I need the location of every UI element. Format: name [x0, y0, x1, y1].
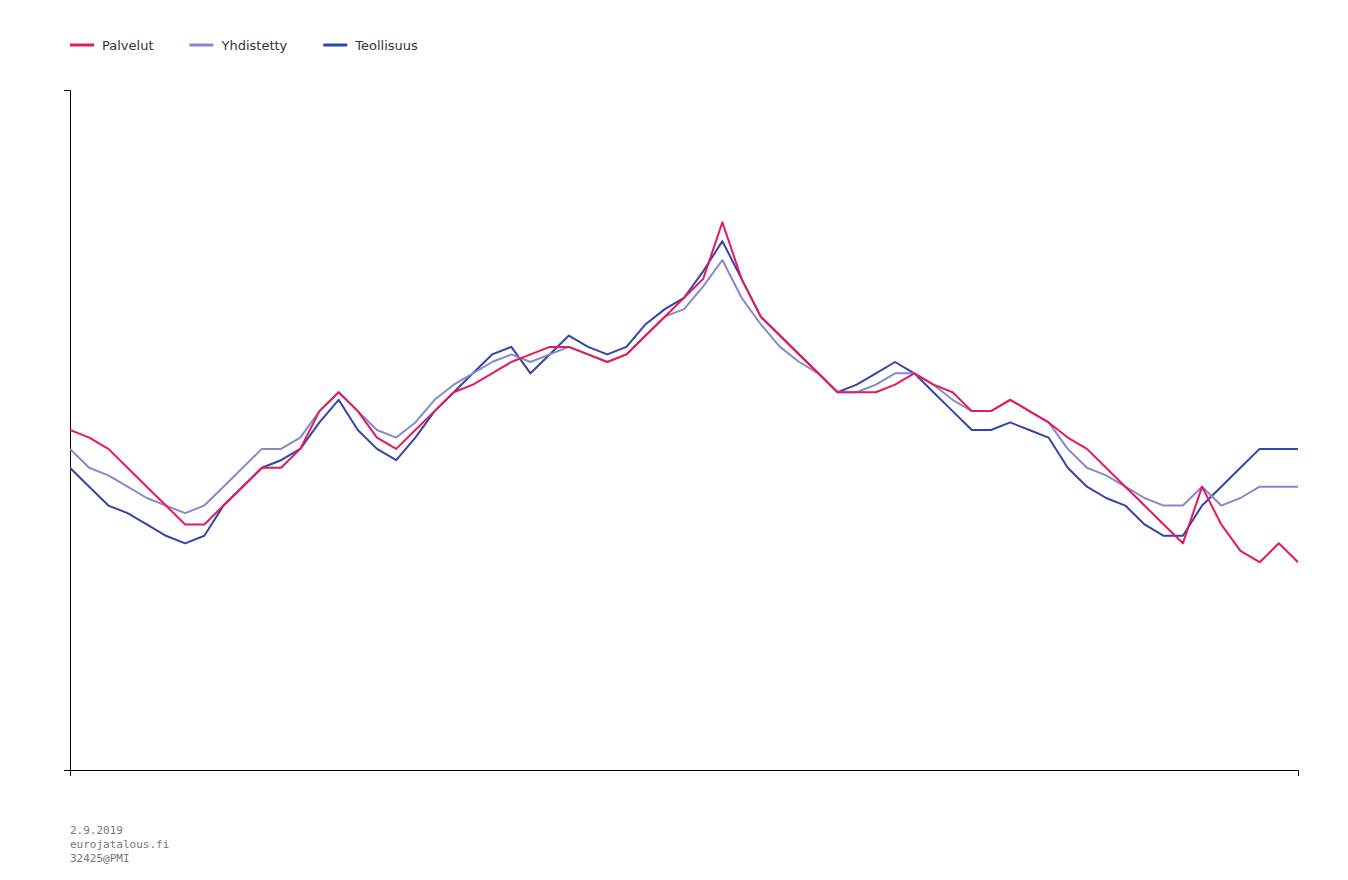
- y-axis-line: [64, 91, 71, 771]
- legend-swatch: [189, 44, 213, 47]
- x-axis: [71, 771, 1299, 777]
- legend-item: Teollisuus: [323, 38, 418, 53]
- legend-swatch: [323, 44, 347, 47]
- series-line: [70, 241, 1298, 543]
- legend-item: Yhdistetty: [189, 38, 287, 53]
- chart: Palvelut Yhdistetty Teollisuus 2.9.2019euro…: [0, 0, 1348, 880]
- legend-label: Yhdistetty: [220, 38, 287, 53]
- legend-swatch: [70, 44, 94, 47]
- legend-label: Palvelut: [102, 38, 153, 53]
- x-axis-line: [71, 771, 1299, 777]
- lines: [70, 222, 1298, 562]
- series-line: [70, 222, 1298, 562]
- plot: [64, 91, 1299, 777]
- legend: Palvelut Yhdistetty Teollisuus: [70, 38, 418, 53]
- footer-line: eurojatalous.fi: [70, 838, 169, 851]
- footer-text: 2.9.2019eurojatalous.fi32425@PMI: [70, 824, 169, 865]
- y-axis: [64, 91, 71, 771]
- legend-label: Teollisuus: [354, 38, 418, 53]
- legend-item: Palvelut: [70, 38, 153, 53]
- footer-line: 2.9.2019: [70, 824, 123, 837]
- footer-line: 32425@PMI: [70, 852, 130, 865]
